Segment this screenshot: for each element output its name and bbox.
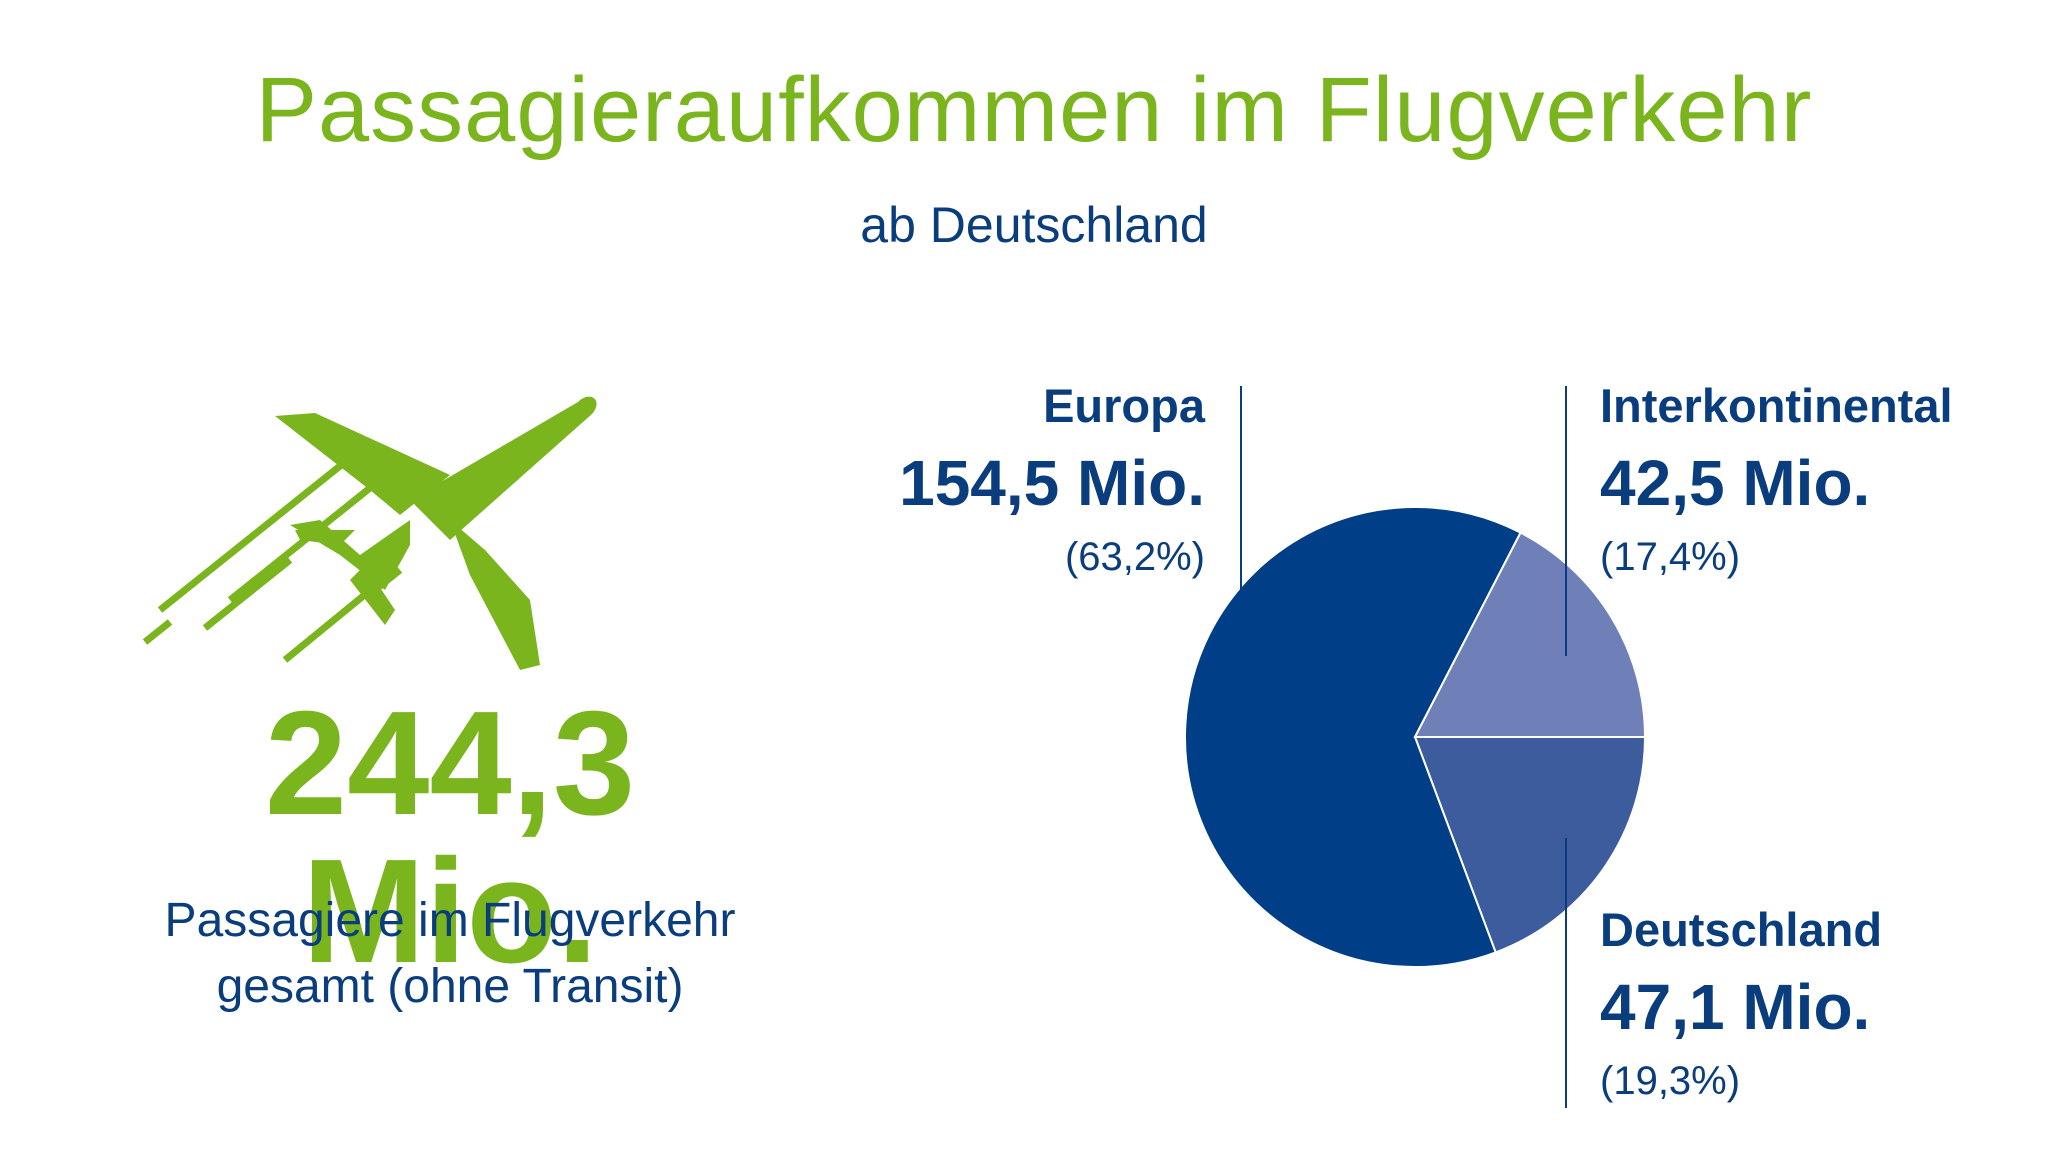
label-deutschland: Deutschland 47,1 Mio. (19,3%): [1600, 906, 2060, 1101]
europa-value: 154,5 Mio.: [899, 447, 1205, 519]
label-interkontinental: Interkontinental 42,5 Mio. (17,4%): [1600, 382, 2060, 577]
interkontinental-name: Interkontinental: [1600, 379, 1953, 432]
interkontinental-value: 42,5 Mio.: [1600, 447, 1871, 519]
airplane-icon: [142, 396, 597, 670]
total-passengers-value: 244,3 Mio.: [264, 681, 636, 994]
total-desc-line1: Passagiere im Flugverkehr: [164, 894, 736, 947]
chart-subtitle: ab Deutschland: [860, 197, 1208, 253]
deutschland-percent: (19,3%): [1600, 1059, 1741, 1103]
europa-name: Europa: [1043, 379, 1205, 432]
deutschland-value: 47,1 Mio.: [1600, 971, 1871, 1043]
pie-slice-europa: [1184, 506, 1522, 968]
label-europa: Europa 154,5 Mio. (63,2%): [700, 382, 1205, 577]
pie-slice-deutschland: [1413, 736, 1647, 954]
deutschland-name: Deutschland: [1600, 903, 1883, 956]
europa-leader-line: [1240, 386, 1242, 590]
europa-percent: (63,2%): [1064, 535, 1205, 579]
interkontinental-percent: (17,4%): [1600, 535, 1741, 579]
pie-slice-interkontinental: [1413, 531, 1647, 738]
interkontinental-leader-line: [1565, 386, 1567, 656]
deutschland-leader-line: [1565, 838, 1567, 1108]
total-desc-line2: gesamt (ohne Transit): [216, 960, 684, 1013]
chart-title: Passagieraufkommen im Flugverkehr: [255, 59, 1813, 161]
total-passengers-description: Passagiere im Flugverkehr gesamt (ohne T…: [100, 888, 800, 1020]
